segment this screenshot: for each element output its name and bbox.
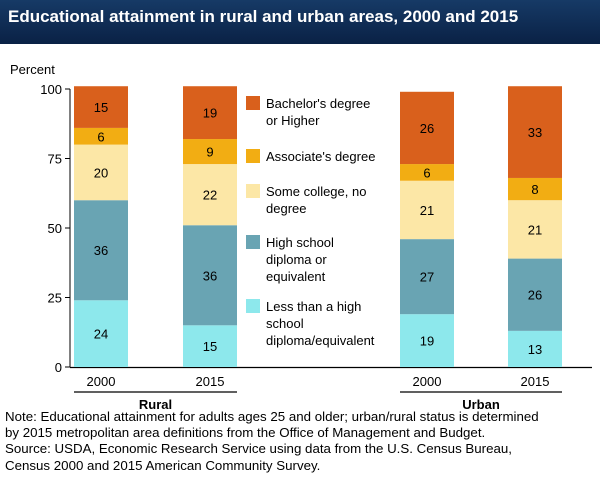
x-tick-label-3: 2015 bbox=[521, 374, 550, 389]
bar-less_than_hs-0 bbox=[74, 300, 128, 367]
x-tick-label-2: 2000 bbox=[413, 374, 442, 389]
bar-less_than_hs-2 bbox=[400, 314, 454, 367]
legend-swatch-bachelors bbox=[246, 96, 260, 110]
data-label-high_school-1: 36 bbox=[203, 268, 217, 283]
data-label-high_school-2: 27 bbox=[420, 270, 434, 285]
bar-bachelors-0 bbox=[74, 86, 128, 128]
data-label-associates-2: 6 bbox=[423, 165, 430, 180]
bar-bachelors-2 bbox=[400, 91, 454, 165]
group-label-urban: Urban bbox=[462, 397, 500, 409]
legend-swatch-high_school bbox=[246, 235, 260, 249]
y-tick-label-25: 25 bbox=[48, 291, 62, 306]
y-axis-label: Percent bbox=[10, 62, 55, 77]
bar-associates-2 bbox=[400, 164, 454, 181]
data-label-bachelors-3: 33 bbox=[528, 125, 542, 140]
chart-title: Educational attainment in rural and urba… bbox=[8, 7, 519, 26]
bar-associates-1 bbox=[183, 139, 237, 165]
data-label-high_school-0: 36 bbox=[94, 243, 108, 258]
legend-label-associates-0: Associate's degree bbox=[266, 149, 375, 164]
legend-label-bachelors-0: Bachelor's degree bbox=[266, 96, 370, 111]
data-label-some_college-1: 22 bbox=[203, 188, 217, 203]
legend-swatch-less_than_hs bbox=[246, 299, 260, 313]
bar-less_than_hs-3 bbox=[508, 330, 562, 367]
legend-swatch-some_college bbox=[246, 184, 260, 198]
x-tick-label-0: 2000 bbox=[87, 374, 116, 389]
data-label-less_than_hs-3: 13 bbox=[528, 342, 542, 357]
bar-high_school-0 bbox=[74, 200, 128, 301]
data-label-bachelors-2: 26 bbox=[420, 121, 434, 136]
note-line-2: by 2015 metropolitan area definitions fr… bbox=[5, 425, 486, 441]
legend-label-some_college-0: Some college, no bbox=[266, 184, 366, 199]
data-label-high_school-3: 26 bbox=[528, 288, 542, 303]
bar-some_college-3 bbox=[508, 200, 562, 259]
legend-label-high_school-1: diploma or bbox=[266, 252, 327, 267]
source-line-2: Census 2000 and 2015 American Community … bbox=[5, 457, 321, 473]
data-label-associates-1: 9 bbox=[206, 145, 213, 160]
y-tick-label-100: 100 bbox=[40, 82, 62, 97]
bar-some_college-2 bbox=[400, 180, 454, 240]
data-label-less_than_hs-2: 19 bbox=[420, 334, 434, 349]
note-line-1: Note: Educational attainment for adults … bbox=[5, 409, 539, 424]
y-tick-label-50: 50 bbox=[48, 221, 62, 236]
legend-label-some_college-1: degree bbox=[266, 201, 306, 216]
data-label-associates-0: 6 bbox=[97, 129, 104, 144]
title-bar: Educational attainment in rural and urba… bbox=[0, 0, 600, 44]
bar-high_school-3 bbox=[508, 258, 562, 331]
data-label-some_college-3: 21 bbox=[528, 222, 542, 237]
bar-high_school-1 bbox=[183, 225, 237, 326]
legend-swatch-associates bbox=[246, 149, 260, 163]
legend-label-less_than_hs-0: Less than a high bbox=[266, 299, 361, 314]
data-label-less_than_hs-1: 15 bbox=[203, 339, 217, 354]
bar-bachelors-3 bbox=[508, 86, 562, 178]
bar-associates-3 bbox=[508, 177, 562, 201]
x-tick-label-1: 2015 bbox=[196, 374, 225, 389]
bar-high_school-2 bbox=[400, 239, 454, 315]
bar-less_than_hs-1 bbox=[183, 325, 237, 367]
bar-bachelors-1 bbox=[183, 86, 237, 140]
data-label-less_than_hs-0: 24 bbox=[94, 327, 108, 342]
group-label-rural: Rural bbox=[139, 397, 172, 409]
legend-label-bachelors-1: or Higher bbox=[266, 113, 320, 128]
legend-label-less_than_hs-2: diploma/equivalent bbox=[266, 333, 375, 348]
bar-some_college-1 bbox=[183, 164, 237, 226]
data-label-some_college-0: 20 bbox=[94, 165, 108, 180]
legend-label-high_school-2: equivalent bbox=[266, 269, 326, 284]
bar-some_college-0 bbox=[74, 144, 128, 201]
data-label-associates-3: 8 bbox=[531, 182, 538, 197]
y-tick-label-0: 0 bbox=[55, 360, 62, 375]
bar-associates-0 bbox=[74, 127, 128, 145]
stacked-bar-chart: Percent 0 25 50 75 100 24 36 20 6 15 2000 15 36 22 9 19 2… bbox=[10, 62, 592, 409]
legend-label-high_school-0: High school bbox=[266, 235, 334, 250]
data-label-some_college-2: 21 bbox=[420, 203, 434, 218]
data-label-bachelors-1: 19 bbox=[203, 106, 217, 121]
legend-label-less_than_hs-1: school bbox=[266, 316, 304, 331]
data-label-bachelors-0: 15 bbox=[94, 100, 108, 115]
y-tick-label-75: 75 bbox=[48, 152, 62, 167]
source-line-1: Source: USDA, Economic Research Service … bbox=[5, 441, 512, 457]
footnote: Note: Educational attainment for adults … bbox=[5, 409, 597, 474]
